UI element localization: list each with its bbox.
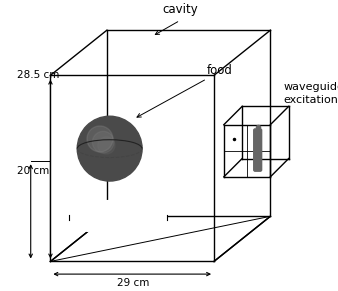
Circle shape xyxy=(98,137,115,154)
Text: waveguide: waveguide xyxy=(283,82,338,92)
Text: 28.5 cm: 28.5 cm xyxy=(17,70,59,80)
Text: 29 cm: 29 cm xyxy=(117,278,150,288)
Circle shape xyxy=(87,126,113,152)
FancyBboxPatch shape xyxy=(254,129,262,171)
Circle shape xyxy=(77,116,142,181)
Ellipse shape xyxy=(69,205,167,235)
Ellipse shape xyxy=(69,200,167,230)
Text: excitation: excitation xyxy=(283,95,338,105)
Text: 20 cm: 20 cm xyxy=(17,166,49,176)
Text: food: food xyxy=(207,64,233,77)
Ellipse shape xyxy=(74,204,162,226)
Text: cavity: cavity xyxy=(162,3,198,16)
Circle shape xyxy=(92,131,114,153)
